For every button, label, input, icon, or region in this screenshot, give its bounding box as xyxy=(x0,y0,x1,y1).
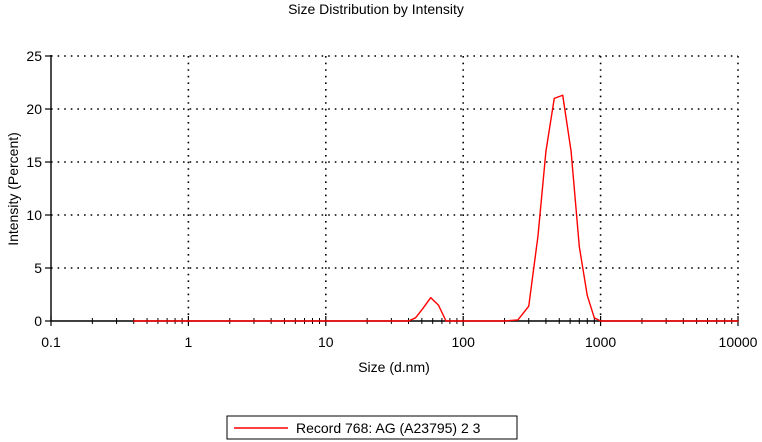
y-axis-label: Intensity (Percent) xyxy=(5,132,21,246)
data-point xyxy=(430,297,432,299)
data-point xyxy=(414,317,417,319)
x-tick-label: 10 xyxy=(318,334,334,350)
legend-entry: Record 768: AG (A23795) 2 3 xyxy=(296,420,481,436)
y-tick-label: 20 xyxy=(26,101,42,117)
x-tick-label: 10000 xyxy=(719,334,758,350)
ticks xyxy=(45,55,739,326)
data-point xyxy=(600,320,602,322)
data-point xyxy=(528,305,530,307)
x-axis-label: Size (d.nm) xyxy=(358,359,430,375)
data-point xyxy=(517,319,519,321)
y-tick-label: 15 xyxy=(26,154,42,170)
data-point xyxy=(503,320,506,322)
data-point xyxy=(407,320,410,322)
x-tick-label: 100 xyxy=(452,334,476,350)
data-point xyxy=(641,320,643,322)
x-tick-label: 1 xyxy=(185,334,193,350)
legend-box xyxy=(226,415,518,440)
data-point xyxy=(486,320,488,322)
y-tick-label: 5 xyxy=(34,260,42,276)
data-point xyxy=(537,235,539,237)
data-point xyxy=(462,320,464,322)
data-point xyxy=(578,246,580,248)
grid xyxy=(51,55,739,321)
data-point xyxy=(325,320,327,322)
data-point xyxy=(553,97,555,99)
series-layer xyxy=(133,94,739,322)
y-tick-label: 25 xyxy=(26,48,42,64)
data-point xyxy=(453,320,455,322)
data-point xyxy=(445,320,447,322)
axes xyxy=(50,55,738,322)
y-tick-label: 10 xyxy=(26,207,42,223)
chart-title: Size Distribution by Intensity xyxy=(288,1,464,17)
data-point xyxy=(133,320,135,322)
data-point xyxy=(696,320,698,322)
tick-labels: 0 5 10 15 20 25 0.1 1 10 100 1000 10000 xyxy=(26,48,757,350)
data-point xyxy=(570,150,572,152)
legend: Record 768: AG (A23795) 2 3 xyxy=(226,415,518,440)
y-tick-label: 0 xyxy=(34,313,42,329)
x-tick-label: 0.1 xyxy=(41,334,61,350)
data-point xyxy=(545,150,547,152)
data-point xyxy=(187,320,189,322)
data-point xyxy=(437,304,440,306)
x-tick-label: 1000 xyxy=(585,334,616,350)
series-line-0 xyxy=(133,94,738,322)
data-point xyxy=(586,294,588,297)
data-point xyxy=(562,94,564,96)
data-point xyxy=(422,307,424,309)
data-point xyxy=(737,320,739,322)
data-point xyxy=(593,317,595,319)
